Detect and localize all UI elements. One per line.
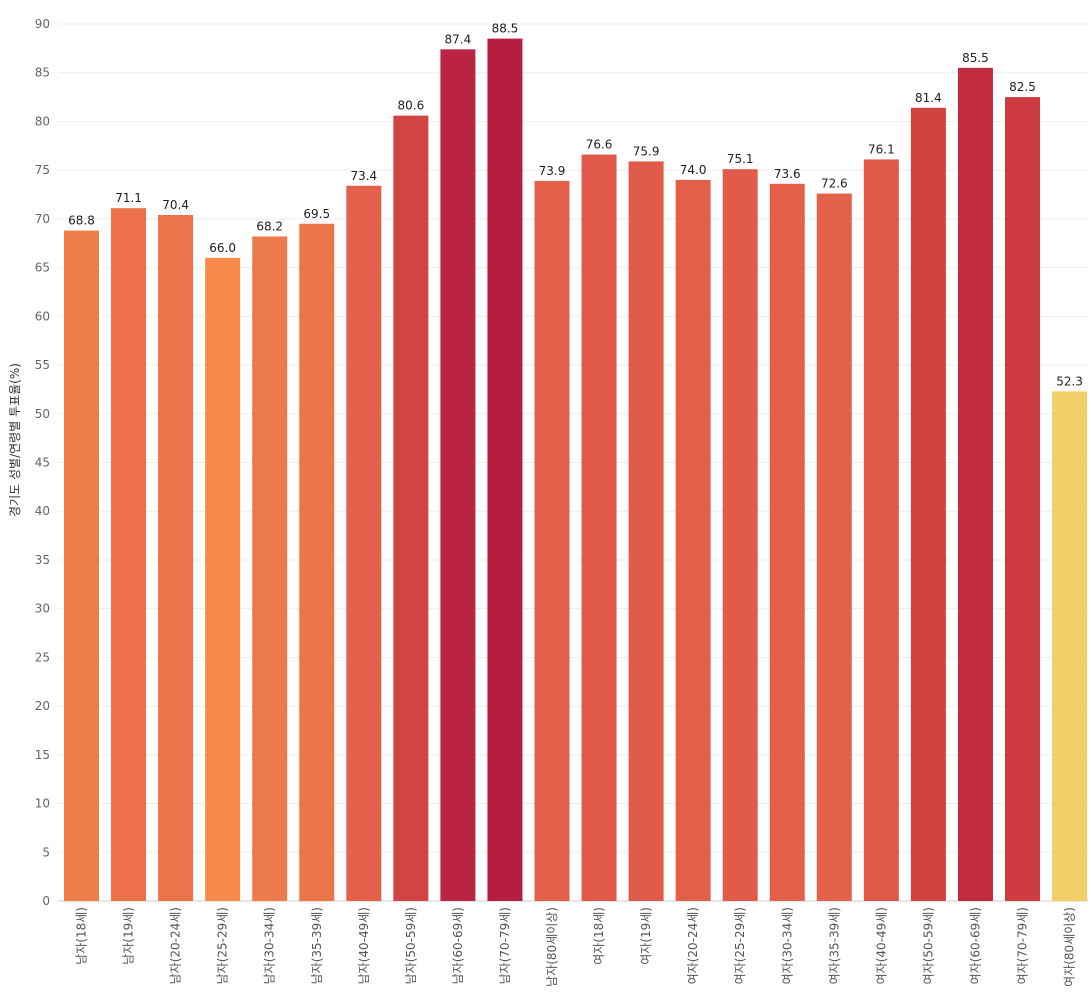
x-tick-label: 남자(30-34세) [263,907,277,984]
data-label: 66.0 [209,241,236,255]
data-label: 68.8 [68,214,95,228]
value-labels: 68.8 71.1 70.4 66.0 68.2 69.5 73.4 80.6 87.4 88.5… [68,22,1083,389]
y-tick-label: 20 [35,699,50,713]
x-axis-labels: 남자(18세) 남자(19세) 남자(20-24세) 남자(25-29세) 남자(30-… [75,907,1077,987]
y-tick-label: 0 [42,894,50,908]
bar [440,49,476,901]
data-label: 81.4 [915,91,942,105]
x-tick-label: 여자(18세) [592,907,606,965]
y-axis-title: 경기도 성별/연령별 투표율(%) [8,363,22,517]
bar [534,180,570,901]
y-tick-label: 5 [42,845,50,859]
x-tick-label: 여자(80세이상) [1063,907,1077,987]
x-tick-label: 남자(40-49세) [357,907,371,984]
data-label: 85.5 [962,51,989,65]
data-label: 76.1 [868,142,895,156]
bar [816,193,852,901]
bar [675,179,711,901]
bar [64,230,99,902]
bar [581,154,617,901]
x-tick-label: 남자(70-79세) [498,907,512,984]
x-tick-label: 남자(20-24세) [169,907,183,984]
x-tick-label: 여자(19세) [639,907,653,965]
data-label: 71.1 [115,191,142,205]
y-tick-label: 80 [35,114,50,128]
data-label: 73.6 [774,167,801,181]
x-tick-label: 여자(30-34세) [780,907,794,984]
y-tick-label: 60 [35,309,50,323]
data-label: 70.4 [162,198,189,212]
data-label: 74.0 [680,163,707,177]
data-label: 68.2 [256,219,283,233]
y-tick-label: 40 [35,504,50,518]
y-tick-label: 15 [35,748,50,762]
bar [1005,97,1040,902]
bar [393,115,429,901]
x-tick-label: 남자(19세) [122,907,136,965]
x-tick-label: 남자(50-59세) [404,907,418,984]
y-tick-label: 50 [35,407,50,421]
data-label: 72.6 [821,177,848,191]
y-tick-label: 55 [35,358,50,372]
x-tick-label: 여자(40-49세) [874,907,888,984]
x-tick-label: 남자(80세이상) [545,907,559,987]
y-axis-ticks: 0 5 10 15 20 25 30 35 40 45 50 55 60 65 70 75 80 85 90 [35,17,50,908]
x-tick-label: 남자(18세) [75,907,89,965]
bar [252,236,288,901]
y-tick-label: 25 [35,650,50,664]
x-tick-label: 여자(60-69세) [968,907,982,984]
x-tick-label: 여자(25-29세) [733,907,747,984]
bar [299,223,335,901]
y-tick-label: 75 [35,163,50,177]
bar [205,257,241,901]
bar [769,183,805,901]
y-tick-label: 30 [35,602,50,616]
x-tick-label: 여자(20-24세) [686,907,700,984]
data-label: 88.5 [492,22,519,36]
y-tick-label: 70 [35,212,50,226]
data-label: 73.9 [539,164,566,178]
x-tick-label: 남자(35-39세) [310,907,324,984]
bars [64,38,1088,902]
data-label: 75.9 [633,144,660,158]
x-tick-label: 남자(60-69세) [451,907,465,984]
x-tick-label: 여자(50-59세) [921,907,935,984]
y-tick-label: 35 [35,553,50,567]
bar [910,107,946,901]
bar [722,169,758,902]
bar [1052,391,1088,901]
data-label: 73.4 [350,169,377,183]
data-label: 82.5 [1009,80,1036,94]
x-tick-label: 여자(35-39세) [827,907,841,984]
y-tick-label: 85 [35,66,50,80]
data-label: 80.6 [397,99,424,113]
data-label: 87.4 [445,32,472,46]
bar [487,38,523,902]
bar [957,67,993,902]
bar [346,185,382,901]
bar [863,159,899,902]
y-tick-label: 90 [35,17,50,31]
y-tick-label: 65 [35,261,50,275]
x-tick-label: 여자(70-79세) [1016,907,1030,984]
data-label: 76.6 [586,138,613,152]
x-tick-label: 남자(25-29세) [216,907,230,984]
data-label: 52.3 [1056,374,1083,388]
data-label: 75.1 [727,152,754,166]
bar [158,214,194,902]
bar [628,161,664,901]
y-tick-label: 10 [35,797,50,811]
bar [111,208,147,902]
data-label: 69.5 [303,207,330,221]
y-tick-label: 45 [35,456,50,470]
